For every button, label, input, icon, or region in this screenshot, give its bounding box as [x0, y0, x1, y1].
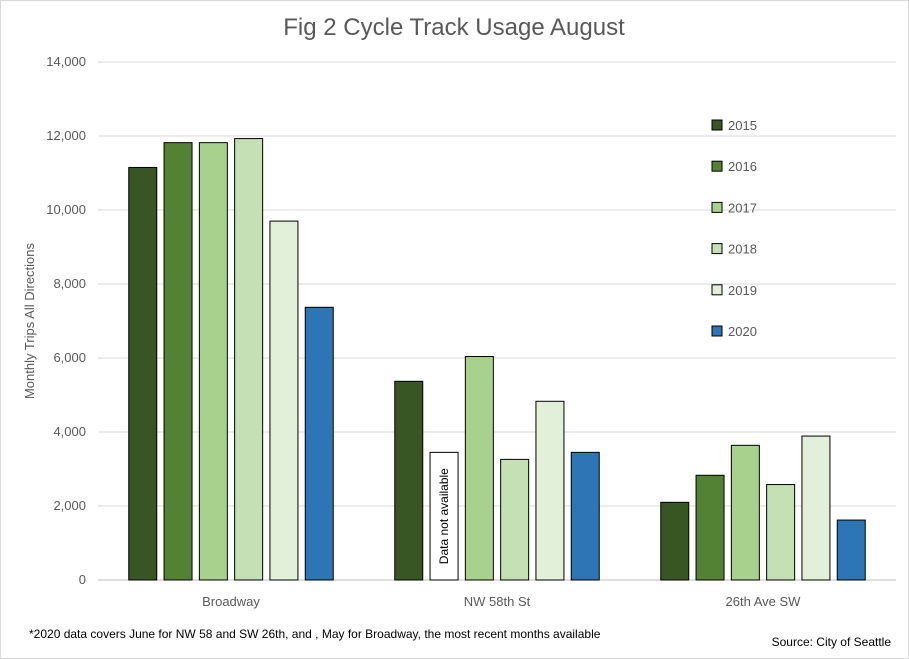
bar — [730, 444, 760, 581]
bar — [394, 380, 424, 581]
legend-label: 2020 — [728, 324, 757, 339]
y-tick-label: 0 — [79, 572, 86, 587]
annotation-data-not-available: Data not available — [437, 468, 451, 564]
x-tick-labels: Broadway NW 58th St 26th Ave SW — [202, 594, 801, 609]
legend-label: 2017 — [728, 200, 757, 215]
y-axis-title: Monthly Trips All Directions — [22, 242, 37, 399]
x-tick-label: NW 58th St — [464, 594, 531, 609]
bar — [269, 220, 299, 581]
y-tick-label: 6,000 — [53, 350, 86, 365]
legend-label: 2018 — [728, 242, 757, 257]
bar-data-not-available — [429, 451, 459, 581]
bar — [836, 519, 866, 581]
bar — [234, 138, 264, 581]
bar — [695, 474, 725, 581]
source-note: Source: City of Seattle — [772, 635, 892, 649]
y-tick-label: 14,000 — [46, 54, 86, 69]
bar — [128, 166, 158, 581]
gridlines — [98, 61, 896, 581]
y-tick-label: 12,000 — [46, 128, 86, 143]
bars: Data not available — [128, 138, 866, 581]
bar — [535, 400, 565, 581]
bar — [766, 484, 796, 581]
y-tick-labels: 0 2,000 4,000 6,000 8,000 10,000 12,000 14,000 — [46, 54, 86, 587]
legend-swatch — [711, 325, 723, 337]
legend-swatch — [711, 284, 723, 296]
legend-label: 2015 — [728, 118, 757, 133]
bar — [163, 142, 193, 581]
bar — [464, 356, 494, 581]
bar — [500, 458, 530, 581]
bar — [660, 501, 690, 581]
footnote: *2020 data covers June for NW 58 and SW … — [29, 627, 601, 641]
bar — [570, 451, 600, 581]
legend-label: 2019 — [728, 283, 757, 298]
legend-swatch — [711, 160, 723, 172]
legend-label: 2016 — [728, 159, 757, 174]
bar — [198, 142, 228, 581]
bar — [801, 435, 831, 581]
y-tick-label: 10,000 — [46, 202, 86, 217]
chart-title: Fig 2 Cycle Track Usage August — [283, 14, 625, 41]
legend: 2015 2016 2017 2018 2019 2020 — [711, 118, 757, 339]
x-tick-label: 26th Ave SW — [726, 594, 802, 609]
y-tick-label: 8,000 — [53, 276, 86, 291]
x-tick-label: Broadway — [202, 594, 260, 609]
y-tick-label: 4,000 — [53, 424, 86, 439]
legend-swatch — [711, 119, 723, 131]
legend-swatch — [711, 243, 723, 255]
y-tick-label: 2,000 — [53, 498, 86, 513]
legend-swatch — [711, 201, 723, 213]
bar — [304, 306, 334, 581]
